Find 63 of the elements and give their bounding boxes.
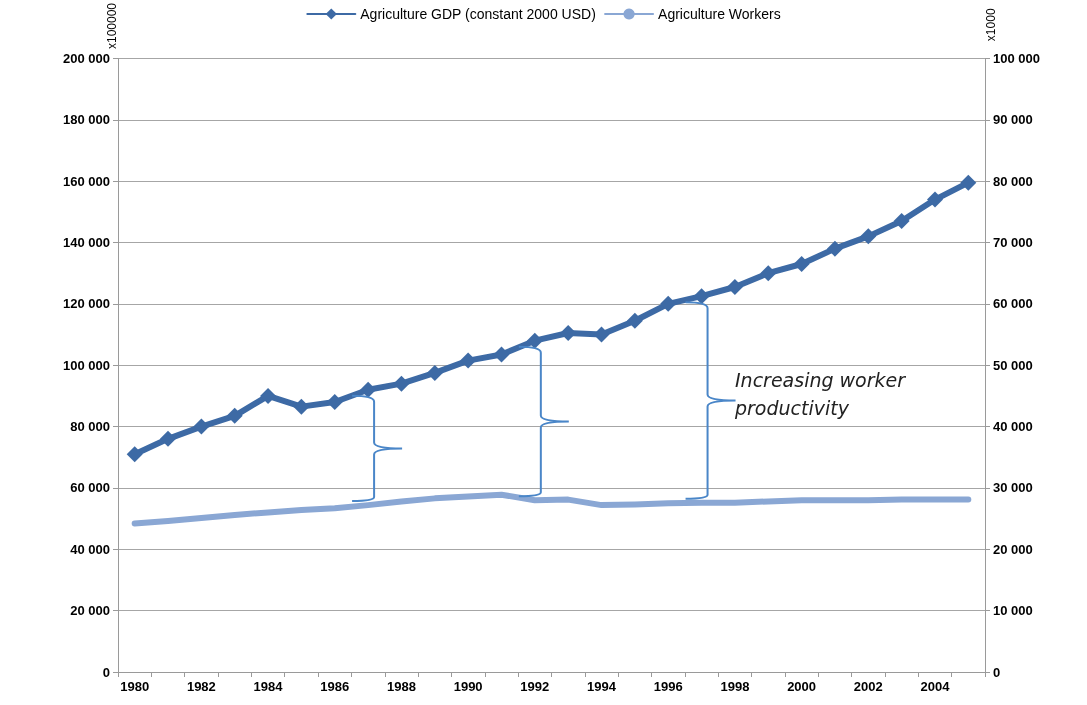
y2-tick-label: 10 000 [993, 603, 1033, 619]
y-axis-title: x100000 [105, 2, 119, 50]
x-tick-label: 1996 [653, 679, 683, 694]
point [393, 375, 410, 392]
point [160, 430, 177, 447]
x-tick-label: 1994 [587, 679, 617, 694]
y2-tick-label: 80 000 [993, 173, 1033, 189]
x-tick-label: 2002 [853, 679, 883, 694]
y-tick-label: 180 000 [63, 112, 110, 128]
y2-tick-label: 90 000 [993, 112, 1033, 128]
annotation: Increasing worker productivity [734, 369, 912, 419]
point [760, 265, 777, 282]
x-tick-label: 1982 [186, 679, 216, 694]
y2-tick-label: 60 000 [993, 296, 1033, 312]
point [226, 407, 243, 424]
y2-axis-title: x1000 [984, 8, 998, 42]
point [126, 446, 143, 463]
y-tick-label: 120 000 [63, 296, 110, 312]
x-tick-label: 1988 [386, 679, 416, 694]
y-tick-label: 40 000 [70, 541, 110, 557]
x-tick-label: 1998 [720, 679, 750, 694]
y2-tick-label: 0 [993, 664, 1001, 680]
point [260, 387, 277, 404]
point [726, 278, 743, 295]
y2-tick-label: 40 000 [993, 419, 1033, 435]
point [293, 398, 310, 415]
x-tick-label: 1992 [520, 679, 550, 694]
y2-tick-label: 70 000 [993, 235, 1033, 251]
x-tick-label: 1990 [453, 679, 483, 694]
point [826, 240, 843, 257]
point [526, 332, 543, 349]
y-tick-label: 140 000 [63, 235, 110, 251]
legend-label: Agriculture Workers [658, 6, 781, 22]
point [793, 255, 810, 272]
point [493, 346, 510, 363]
point [693, 288, 710, 305]
x-tick-label: 1986 [320, 679, 350, 694]
y-tick-label: 20 000 [70, 603, 110, 619]
point [460, 352, 477, 369]
legend-label: Agriculture GDP (constant 2000 USD) [360, 6, 596, 22]
y-tick-label: 160 000 [63, 173, 110, 189]
point [926, 191, 943, 208]
y-tick-label: 100 000 [63, 357, 110, 373]
point [660, 295, 677, 312]
x-tick-label: 2004 [920, 679, 951, 694]
y-tick-label: 0 [102, 664, 110, 680]
y2-tick-label: 30 000 [993, 480, 1033, 496]
x-tick-label: 2000 [787, 679, 817, 694]
point [426, 364, 443, 381]
point [193, 418, 210, 435]
y2-tick-label: 100 000 [993, 50, 1040, 66]
y2-tick-label: 50 000 [993, 357, 1033, 373]
point [360, 381, 377, 398]
y2-tick-label: 20 000 [993, 541, 1033, 557]
point [860, 228, 877, 245]
point [626, 312, 643, 329]
y-tick-label: 200 000 [63, 50, 110, 66]
x-tick-label: 1980 [120, 679, 150, 694]
y-tick-label: 80 000 [70, 419, 110, 435]
x-tick-label: 1984 [253, 679, 284, 694]
point [893, 213, 910, 230]
y-tick-label: 60 000 [70, 480, 110, 496]
point [960, 174, 977, 191]
